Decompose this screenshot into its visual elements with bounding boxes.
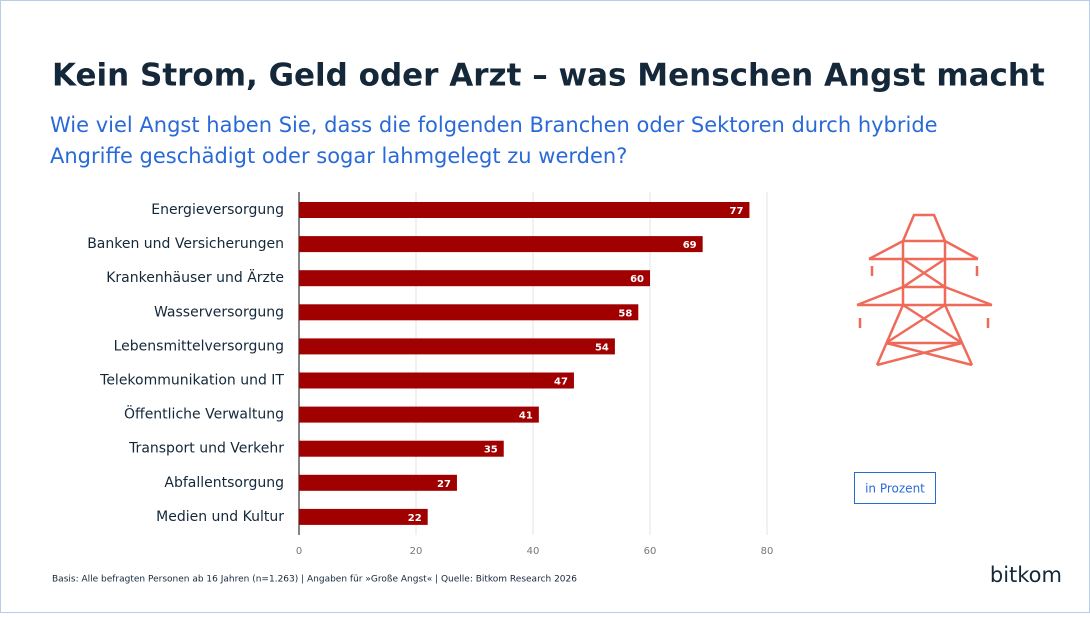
bar: [299, 372, 574, 389]
y-tick-label: Energieversorgung: [151, 202, 284, 218]
tower-icon: [856, 213, 993, 367]
bar: [299, 202, 750, 218]
x-tick-label: 80: [761, 546, 774, 557]
bar: [299, 236, 703, 253]
y-tick-label: Krankenhäuser und Ärzte: [106, 268, 284, 286]
source-note: Basis: Alle befragten Personen ab 16 Jah…: [52, 575, 577, 585]
bar: [299, 440, 504, 457]
value-label: 54: [595, 342, 609, 353]
chart-title: Kein Strom, Geld oder Arzt – was Mensche…: [52, 58, 1045, 94]
unit-box: [854, 472, 936, 504]
y-tick-label: Transport und Verkehr: [128, 441, 284, 457]
x-tick-label: 60: [644, 546, 657, 557]
unit-note: in Prozent: [865, 482, 925, 496]
bar: [299, 508, 428, 525]
y-tick-label: Wasserversorgung: [154, 304, 284, 320]
value-label: 47: [554, 377, 568, 388]
x-tick-label: 40: [527, 546, 540, 557]
value-label: 60: [630, 274, 644, 285]
subtitle-box: Wie viel Angst haben Sie, dass die folge…: [50, 113, 938, 168]
logo: bitkom: [990, 563, 1062, 587]
bar: [299, 474, 457, 491]
bar: [299, 338, 615, 355]
y-tick-label: Abfallentsorgung: [164, 475, 284, 491]
x-tick-label: 20: [410, 546, 423, 557]
bar: [299, 304, 639, 321]
value-label: 22: [408, 513, 422, 524]
value-label: 27: [437, 479, 451, 490]
bar: [299, 270, 650, 287]
value-label: 35: [484, 445, 498, 456]
bar: [299, 406, 539, 423]
value-label: 69: [683, 240, 697, 251]
chart-subtitle: Wie viel Angst haben Sie, dass die folge…: [50, 113, 938, 168]
value-label: 77: [730, 206, 744, 217]
y-tick-label: Banken und Versicherungen: [87, 236, 284, 252]
x-tick-label: 0: [296, 546, 302, 557]
y-tick-label: Telekommunikation und IT: [99, 373, 284, 389]
value-label: 58: [618, 308, 632, 319]
y-tick-label: Öffentliche Verwaltung: [124, 405, 284, 423]
y-tick-label: Medien und Kultur: [156, 509, 284, 525]
y-tick-label: Lebensmittelversorgung: [114, 338, 284, 354]
value-label: 41: [519, 411, 533, 422]
